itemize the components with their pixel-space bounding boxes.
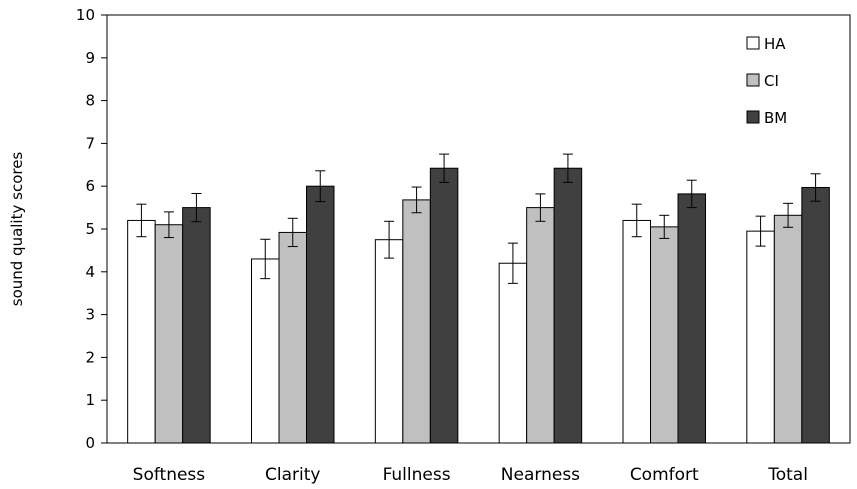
bar-ha-softness bbox=[127, 219, 156, 444]
x-category-label: Clarity bbox=[265, 465, 320, 485]
bar-bm-clarity bbox=[306, 185, 335, 444]
y-tick-label: 10 bbox=[76, 6, 95, 24]
y-tick-label: 4 bbox=[85, 263, 95, 281]
y-tick-label: 2 bbox=[85, 348, 95, 366]
x-category-label: Nearness bbox=[501, 465, 580, 485]
legend-label: CI bbox=[764, 72, 779, 90]
bar-ha-clarity bbox=[251, 258, 280, 444]
bar-bm-fullness bbox=[429, 167, 459, 444]
legend-label: HA bbox=[764, 35, 786, 53]
bar-ci-softness bbox=[154, 224, 184, 444]
y-tick-label: 1 bbox=[85, 391, 95, 409]
y-tick-label: 5 bbox=[85, 220, 95, 238]
bar-ci-comfort bbox=[650, 226, 679, 444]
bar-ci-fullness bbox=[402, 199, 431, 444]
bar-ha-fullness bbox=[374, 239, 404, 444]
bar-ha-comfort bbox=[622, 219, 651, 444]
bars-layer bbox=[127, 153, 830, 444]
y-tick-label: 7 bbox=[85, 134, 95, 152]
legend-swatch-ci bbox=[746, 73, 760, 87]
bar-bm-total bbox=[801, 186, 830, 444]
bar-ha-nearness bbox=[498, 262, 528, 444]
plot-frame bbox=[106, 14, 851, 444]
bar-ci-nearness bbox=[526, 207, 555, 444]
y-axis-ticks: 0 1 2 3 4 5 6 7 8 9 10 bbox=[76, 6, 107, 452]
y-tick-label: 9 bbox=[85, 49, 95, 67]
legend-swatch-ha bbox=[746, 36, 760, 50]
y-tick-label: 6 bbox=[85, 177, 95, 195]
legend: HA CI BM bbox=[746, 35, 787, 127]
bar-ha-total bbox=[746, 230, 775, 444]
bar-ci-total bbox=[773, 214, 803, 444]
y-tick-label: 8 bbox=[85, 92, 95, 110]
y-tick-label: 3 bbox=[85, 306, 95, 324]
legend-swatch-bm bbox=[746, 110, 760, 124]
x-category-label: Softness bbox=[133, 465, 206, 485]
bar-bm-softness bbox=[182, 207, 211, 444]
x-category-label: Fullness bbox=[383, 465, 451, 485]
y-axis-title: sound quality scores bbox=[8, 152, 26, 307]
bar-ci-clarity bbox=[278, 231, 307, 444]
x-category-label: Total bbox=[767, 465, 808, 485]
x-category-label: Comfort bbox=[630, 465, 699, 485]
bar-bm-nearness bbox=[553, 167, 583, 444]
y-tick-label: 0 bbox=[85, 434, 95, 452]
legend-label: BM bbox=[764, 109, 787, 127]
bar-bm-comfort bbox=[677, 193, 706, 444]
x-axis-labels: Softness Clarity Fullness Nearness Comfort To… bbox=[133, 465, 808, 485]
